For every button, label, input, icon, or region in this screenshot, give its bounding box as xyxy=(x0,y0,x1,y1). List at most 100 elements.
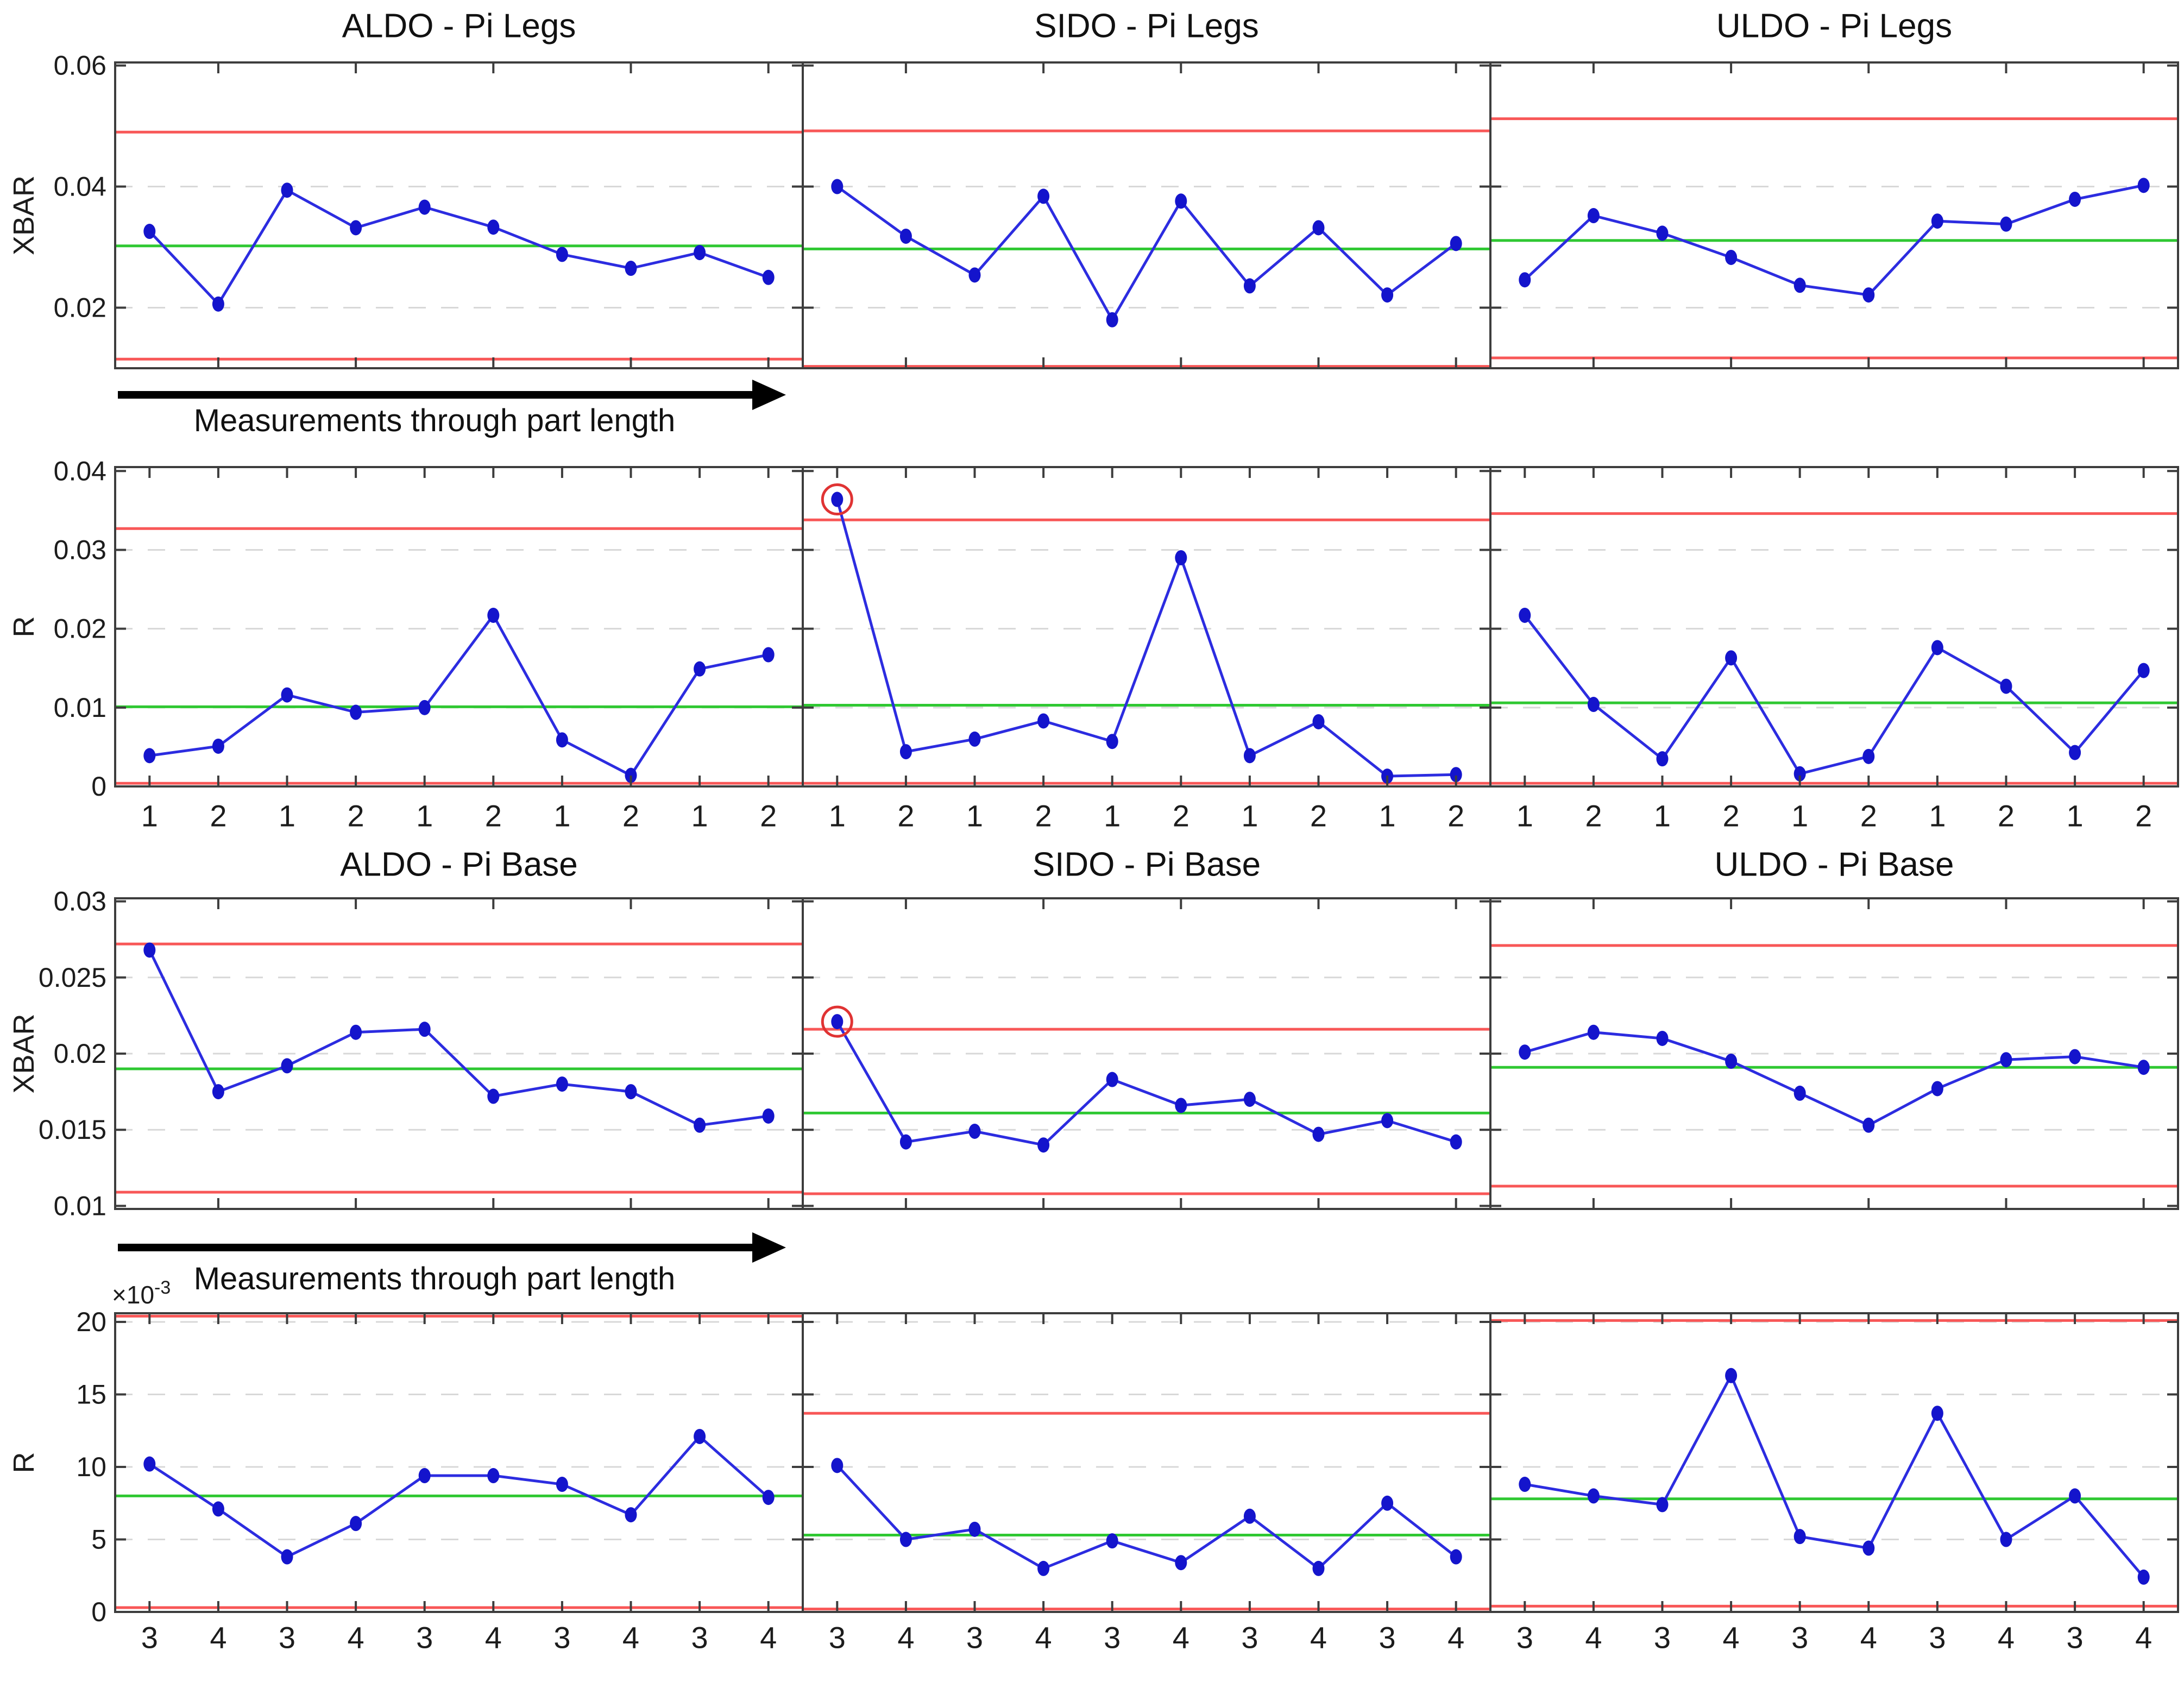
data-line xyxy=(1524,1031,2144,1127)
data-line xyxy=(1524,1372,2145,1578)
y-axis-label: XBAR xyxy=(8,175,40,255)
data-point-marker xyxy=(1862,287,1875,303)
data-point-marker xyxy=(1175,1098,1187,1113)
data-point-marker xyxy=(2069,1049,2081,1064)
data-point-marker xyxy=(1106,312,1118,327)
y-tick-label: 0.02 xyxy=(54,614,106,644)
y-axis-label: R xyxy=(8,616,40,638)
y-tick-label: 0.02 xyxy=(54,1038,106,1069)
part-length-arrow xyxy=(118,380,786,410)
chart-uldo-pi-base-r: 3 4 3 4 3 4 3 4 3 4 xyxy=(1489,1312,2179,1655)
y-tick-label: 0.01 xyxy=(54,1190,106,1221)
data-point-marker xyxy=(1175,193,1187,209)
x-tick-label: 4 xyxy=(760,1621,777,1655)
data-point-marker xyxy=(1450,1134,1462,1150)
x-tick-label: 2 xyxy=(210,799,226,833)
data-point-marker xyxy=(1725,650,1738,666)
arrow-head-icon xyxy=(752,1232,786,1263)
x-tick-label: 1 xyxy=(1929,799,1946,833)
x-tick-label: 1 xyxy=(1379,799,1396,833)
data-point-marker xyxy=(1519,272,1531,288)
data-point-marker xyxy=(1312,1560,1325,1576)
data-point-marker xyxy=(556,732,568,748)
data-point-marker xyxy=(350,220,362,236)
y-tick-label: 0.015 xyxy=(39,1114,106,1145)
chart-aldo-pi-legs-xbar: 0.02 0.04 0.06 ALDO - Pi Legs XBAR xyxy=(8,8,804,369)
data-point-marker xyxy=(2137,663,2150,678)
data-point-marker xyxy=(899,1134,912,1150)
data-point-marker xyxy=(1312,220,1325,236)
chart-uldo-pi-legs-xbar: ULDO - Pi Legs xyxy=(1489,8,2179,369)
data-line xyxy=(836,1464,1457,1571)
x-tick-label: 1 xyxy=(691,799,708,833)
x-tick-label: 3 xyxy=(1104,1621,1121,1655)
data-point-marker xyxy=(694,1428,706,1444)
x-tick-label: 4 xyxy=(210,1621,226,1655)
x-tick-label: 1 xyxy=(1241,799,1258,833)
data-point-marker xyxy=(556,1477,568,1492)
x-tick-label: 3 xyxy=(279,1621,295,1655)
x-tick-label: 2 xyxy=(1585,799,1602,833)
data-point-marker xyxy=(143,1456,156,1472)
data-point-marker xyxy=(1931,1081,1943,1097)
data-point-marker xyxy=(1793,1529,1806,1545)
data-point-marker xyxy=(1381,1113,1394,1129)
data-point-marker xyxy=(1587,1024,1600,1040)
data-point-marker xyxy=(694,1117,706,1133)
data-point-marker xyxy=(2000,216,2012,232)
x-tick-label: 3 xyxy=(1241,1621,1258,1655)
arrow-head-icon xyxy=(752,380,786,410)
data-point-marker xyxy=(2069,191,2081,207)
data-point-marker xyxy=(1725,1054,1738,1069)
data-point-marker xyxy=(350,1516,362,1532)
data-point-marker xyxy=(831,1458,844,1473)
data-point-marker xyxy=(694,661,706,677)
data-point-marker xyxy=(1793,1085,1806,1101)
data-point-marker xyxy=(625,767,637,783)
data-point-marker xyxy=(1931,1406,1943,1421)
y-tick-label: 5 xyxy=(91,1524,106,1555)
data-point-marker xyxy=(350,1024,362,1040)
data-point-marker xyxy=(2137,1569,2150,1585)
data-line xyxy=(148,1434,770,1559)
data-point-marker xyxy=(487,219,500,235)
data-point-marker xyxy=(762,1490,775,1505)
x-tick-label: 1 xyxy=(416,799,433,833)
data-point-marker xyxy=(899,228,912,244)
x-tick-label: 1 xyxy=(1516,799,1533,833)
x-tick-label: 3 xyxy=(1791,1621,1808,1655)
data-point-marker xyxy=(625,261,637,276)
data-point-marker xyxy=(212,1084,224,1100)
y-axis-label: XBAR xyxy=(8,1013,40,1093)
data-point-marker xyxy=(281,1058,293,1074)
x-tick-label: 2 xyxy=(1723,799,1740,833)
x-tick-label: 1 xyxy=(1104,799,1121,833)
data-point-marker xyxy=(1656,751,1669,767)
data-point-marker xyxy=(831,179,844,194)
data-point-marker xyxy=(1587,1488,1600,1504)
data-point-marker xyxy=(1106,1072,1118,1087)
x-tick-label: 2 xyxy=(1860,799,1877,833)
data-point-marker xyxy=(1725,249,1738,265)
data-point-marker xyxy=(1106,734,1118,749)
x-tick-label: 4 xyxy=(622,1621,639,1655)
data-point-marker xyxy=(1862,1117,1875,1133)
x-tick-label: 3 xyxy=(553,1621,570,1655)
data-point-marker xyxy=(350,704,362,720)
x-tick-label: 3 xyxy=(829,1621,846,1655)
chart-sido-pi-base-r: 3 4 3 4 3 4 3 4 3 4 xyxy=(802,1312,1491,1655)
x-tick-label: 3 xyxy=(416,1621,433,1655)
data-point-marker xyxy=(1037,1560,1050,1576)
y-axis-label: R xyxy=(8,1452,40,1473)
data-line xyxy=(836,1020,1457,1146)
data-point-marker xyxy=(831,492,844,507)
data-point-marker xyxy=(418,199,431,215)
data-point-marker xyxy=(968,267,981,283)
data-point-marker xyxy=(1931,640,1943,656)
data-point-marker xyxy=(1519,1044,1531,1060)
x-tick-label: 3 xyxy=(1654,1621,1671,1655)
data-point-marker xyxy=(2069,745,2081,760)
data-point-marker xyxy=(1862,1540,1875,1556)
axes-border xyxy=(802,1312,1491,1613)
